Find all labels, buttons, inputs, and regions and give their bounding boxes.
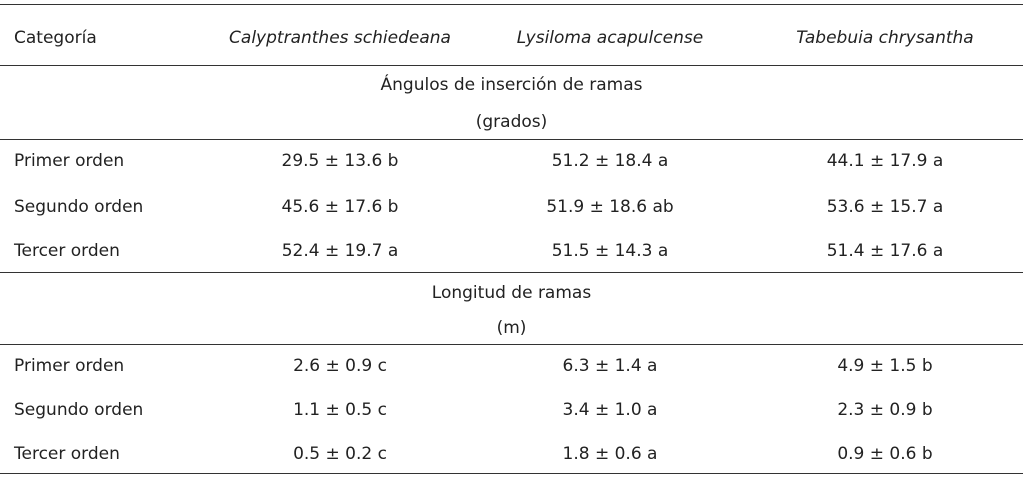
table-cell: 2.6 ± 0.9 c bbox=[293, 356, 387, 376]
table-row: Primer orden 29.5 ± 13.6 b 51.2 ± 18.4 a… bbox=[0, 141, 1023, 181]
bottom-rule bbox=[0, 473, 1023, 474]
row-label: Primer orden bbox=[14, 356, 125, 376]
table-cell: 53.6 ± 15.7 a bbox=[826, 197, 944, 217]
header-species-2: Lysiloma acapulcense bbox=[516, 28, 704, 48]
table-cell: 44.1 ± 17.9 a bbox=[826, 151, 944, 171]
section-unit-angles: (grados) bbox=[475, 112, 548, 132]
table-cell: 2.3 ± 0.9 b bbox=[837, 400, 933, 420]
table-cell: 51.5 ± 14.3 a bbox=[551, 241, 669, 261]
table-cell: 6.3 ± 1.4 a bbox=[562, 356, 658, 376]
section-unit-length: (m) bbox=[496, 318, 527, 338]
section-1-end-rule bbox=[0, 272, 1023, 273]
header-rule bbox=[0, 65, 1023, 66]
header-species-3: Tabebuia chrysantha bbox=[796, 28, 974, 48]
header-row: Categoría Calyptranthes schiedeana Lysil… bbox=[0, 18, 1023, 58]
section-title-angles: Ángulos de inserción de ramas bbox=[380, 75, 643, 95]
row-label: Segundo orden bbox=[14, 197, 144, 217]
table-cell: 52.4 ± 19.7 a bbox=[281, 241, 399, 261]
table-cell: 1.1 ± 0.5 c bbox=[293, 400, 387, 420]
table-cell: 1.8 ± 0.6 a bbox=[562, 444, 658, 464]
row-label: Primer orden bbox=[14, 151, 125, 171]
table-cell: 0.9 ± 0.6 b bbox=[837, 444, 933, 464]
table-cell: 29.5 ± 13.6 b bbox=[281, 151, 399, 171]
table-row: Primer orden 2.6 ± 0.9 c 6.3 ± 1.4 a 4.9… bbox=[0, 346, 1023, 386]
top-rule bbox=[0, 4, 1023, 5]
table-row: Tercer orden 52.4 ± 19.7 a 51.5 ± 14.3 a… bbox=[0, 231, 1023, 271]
table-row: Tercer orden 0.5 ± 0.2 c 1.8 ± 0.6 a 0.9… bbox=[0, 434, 1023, 474]
section-1-rule bbox=[0, 139, 1023, 140]
table-cell: 0.5 ± 0.2 c bbox=[293, 444, 387, 464]
row-label: Tercer orden bbox=[14, 241, 120, 261]
table-row: Segundo orden 45.6 ± 17.6 b 51.9 ± 18.6 … bbox=[0, 187, 1023, 227]
section-title-length: Longitud de ramas bbox=[431, 283, 592, 303]
row-label: Tercer orden bbox=[14, 444, 120, 464]
table-cell: 51.2 ± 18.4 a bbox=[551, 151, 669, 171]
table-cell: 3.4 ± 1.0 a bbox=[562, 400, 658, 420]
row-label: Segundo orden bbox=[14, 400, 144, 420]
section-2-rule bbox=[0, 344, 1023, 345]
table-cell: 4.9 ± 1.5 b bbox=[837, 356, 933, 376]
table-cell: 45.6 ± 17.6 b bbox=[281, 197, 399, 217]
header-category: Categoría bbox=[14, 28, 97, 48]
table-cell: 51.4 ± 17.6 a bbox=[826, 241, 944, 261]
header-species-1: Calyptranthes schiedeana bbox=[229, 28, 451, 48]
table-cell: 51.9 ± 18.6 ab bbox=[546, 197, 674, 217]
table-row: Segundo orden 1.1 ± 0.5 c 3.4 ± 1.0 a 2.… bbox=[0, 390, 1023, 430]
